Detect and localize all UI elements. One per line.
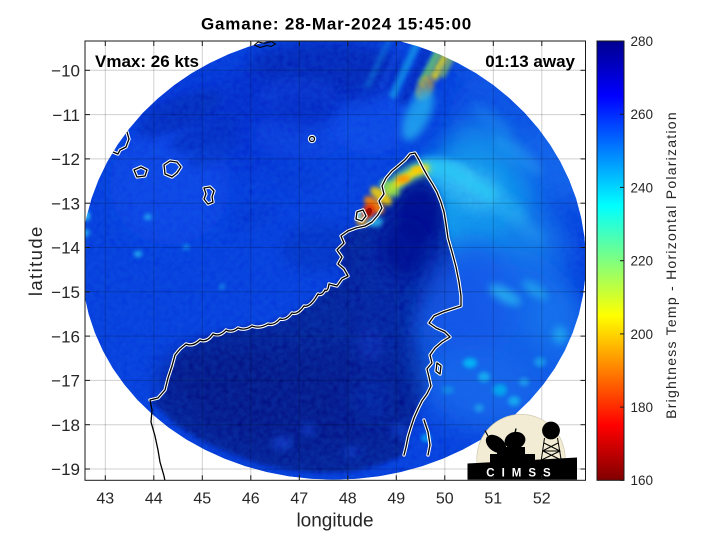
- svg-text:49: 49: [387, 491, 405, 508]
- svg-text:−11: −11: [52, 106, 80, 125]
- svg-text:44: 44: [145, 491, 163, 508]
- svg-text:51: 51: [484, 491, 502, 508]
- svg-text:Gamane: 28-Mar-2024 15:45:00: Gamane: 28-Mar-2024 15:45:00: [201, 15, 472, 34]
- svg-text:latitude: latitude: [25, 225, 46, 296]
- svg-text:−10: −10: [51, 62, 80, 81]
- svg-text:−15: −15: [51, 283, 80, 302]
- svg-text:280: 280: [631, 34, 654, 49]
- svg-text:48: 48: [339, 491, 357, 508]
- svg-text:Vmax: 26 kts: Vmax: 26 kts: [95, 52, 199, 71]
- svg-text:−18: −18: [51, 416, 80, 435]
- svg-text:−16: −16: [51, 327, 80, 346]
- svg-text:47: 47: [290, 491, 308, 508]
- svg-text:−12: −12: [51, 150, 80, 169]
- svg-text:240: 240: [631, 180, 654, 195]
- svg-text:−13: −13: [51, 194, 80, 213]
- svg-text:43: 43: [96, 491, 114, 508]
- svg-text:180: 180: [631, 400, 654, 415]
- svg-text:220: 220: [631, 254, 654, 269]
- svg-text:−14: −14: [51, 239, 80, 258]
- svg-text:−19: −19: [51, 460, 80, 479]
- svg-text:CIMSS: CIMSS: [486, 468, 557, 480]
- svg-text:longitude: longitude: [296, 511, 373, 532]
- svg-text:45: 45: [193, 491, 211, 508]
- svg-text:46: 46: [242, 491, 260, 508]
- svg-text:50: 50: [436, 491, 454, 508]
- svg-text:−17: −17: [51, 372, 80, 391]
- svg-text:Brightness Temp - Horizontal P: Brightness Temp - Horizontal Polarizatio…: [663, 111, 679, 419]
- svg-text:52: 52: [533, 491, 551, 508]
- svg-text:260: 260: [631, 107, 654, 122]
- svg-text:200: 200: [631, 327, 654, 342]
- svg-text:160: 160: [631, 473, 654, 488]
- svg-text:01:13 away: 01:13 away: [485, 52, 575, 71]
